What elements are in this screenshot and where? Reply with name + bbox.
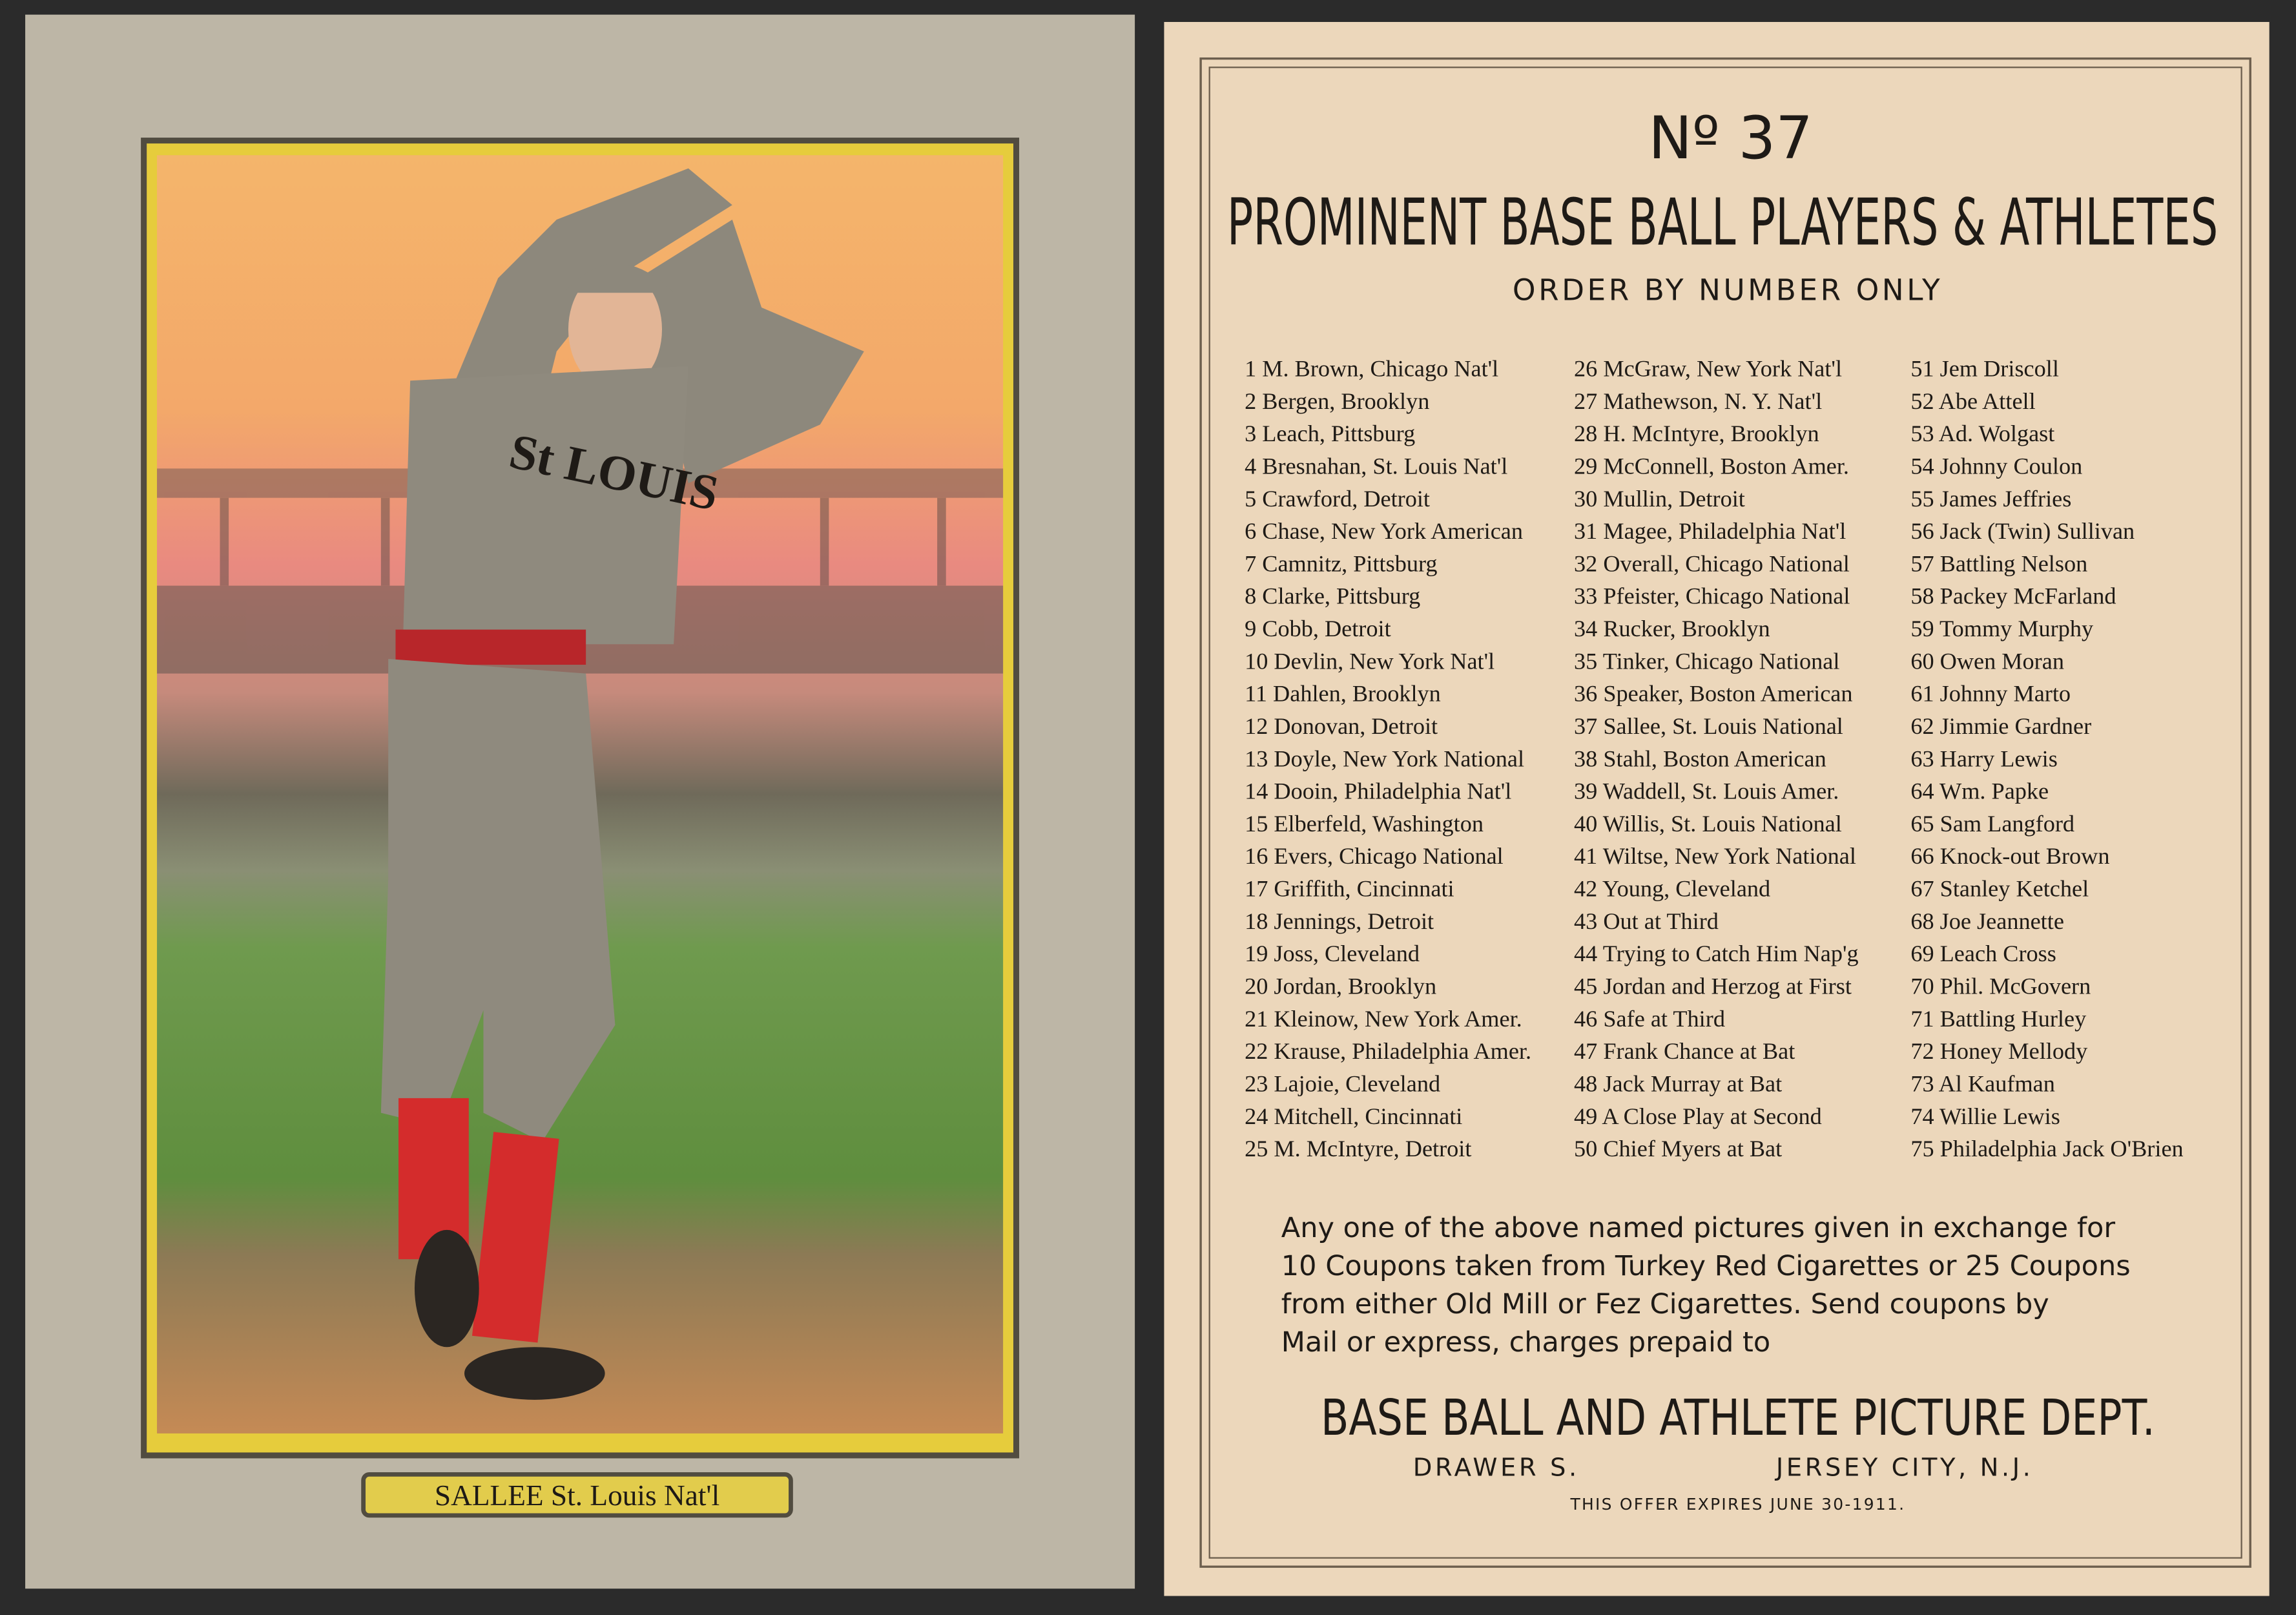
player-entry: 12 Donovan, Detroit [1245, 713, 1438, 739]
expiry: THIS OFFER EXPIRES JUNE 30-1911. [1570, 1495, 1906, 1514]
player-entry: 63 Harry Lewis [1910, 745, 2058, 771]
player-entry: 8 Clarke, Pittsburg [1245, 583, 1420, 609]
player-entry: 48 Jack Murray at Bat [1574, 1070, 1782, 1096]
player-entry: 57 Battling Nelson [1910, 550, 2087, 576]
player-entry: 66 Knock-out Brown [1910, 843, 2109, 869]
player-entry: 46 Safe at Third [1574, 1006, 1725, 1032]
player-entry: 50 Chief Myers at Bat [1574, 1136, 1782, 1162]
player-entry: 36 Speaker, Boston American [1574, 681, 1852, 707]
player-entry: 16 Evers, Chicago National [1245, 843, 1504, 869]
offer-line: Any one of the above named pictures give… [1281, 1212, 2116, 1244]
player-entry: 62 Jimmie Gardner [1910, 713, 2091, 739]
player-entry: 74 Willie Lewis [1910, 1103, 2060, 1129]
player-entry: 9 Cobb, Detroit [1245, 616, 1391, 641]
player-entry: 69 Leach Cross [1910, 941, 2056, 966]
player-figure: St LOUIS [380, 168, 864, 1400]
player-entry: 65 Sam Langford [1910, 811, 2074, 837]
drawer: DRAWER S. [1413, 1454, 1580, 1483]
border-outer [1199, 57, 2251, 1568]
player-entry: 13 Doyle, New York National [1245, 745, 1524, 771]
player-entry: 5 Crawford, Detroit [1245, 486, 1430, 512]
player-entry: 73 Al Kaufman [1910, 1070, 2055, 1096]
dept-name: BASE BALL AND ATHLETE PICTURE DEPT. [1321, 1389, 2155, 1447]
offer-line: 10 Coupons taken from Turkey Red Cigaret… [1281, 1250, 2131, 1282]
player-entry: 19 Joss, Cleveland [1245, 941, 1420, 966]
player-entry: 64 Wm. Papke [1910, 778, 2049, 804]
player-entry: 6 Chase, New York American [1245, 518, 1523, 544]
border-inner [1208, 67, 2242, 1559]
back-title: PROMINENT BASE BALL PLAYERS & ATHLETES [1227, 185, 2218, 260]
back-card [1164, 21, 2270, 1596]
player-entry: 2 Bergen, Brooklyn [1245, 388, 1429, 414]
player-entry: 18 Jennings, Detroit [1245, 908, 1434, 934]
player-entry: 42 Young, Cleveland [1574, 876, 1770, 902]
player-entry: 32 Overall, Chicago National [1574, 550, 1850, 576]
player-entry: 56 Jack (Twin) Sullivan [1910, 518, 2135, 544]
player-entry: 24 Mitchell, Cincinnati [1245, 1103, 1462, 1129]
player-entry: 70 Phil. McGovern [1910, 974, 2091, 999]
player-entry: 43 Out at Third [1574, 908, 1719, 934]
player-entry: 41 Wiltse, New York National [1574, 843, 1856, 869]
player-entry: 27 Mathewson, N. Y. Nat'l [1574, 388, 1822, 414]
player-entry: 22 Krause, Philadelphia Amer. [1245, 1038, 1531, 1064]
player-entry: 30 Mullin, Detroit [1574, 486, 1745, 512]
player-entry: 52 Abe Attell [1910, 388, 2035, 414]
player-entry: 35 Tinker, Chicago National [1574, 648, 1839, 674]
player-entry: 11 Dahlen, Brooklyn [1245, 681, 1441, 707]
player-entry: 15 Elberfeld, Washington [1245, 811, 1484, 837]
player-list: 1 M. Brown, Chicago Nat'l 2 Bergen, Brook… [1245, 356, 2184, 1162]
player-entry: 25 M. McIntyre, Detroit [1245, 1136, 1471, 1162]
player-entry: 20 Jordan, Brooklyn [1245, 974, 1436, 999]
player-entry: 39 Waddell, St. Louis Amer. [1574, 778, 1839, 804]
player-entry: 60 Owen Moran [1910, 648, 2064, 674]
player-entry: 33 Pfeister, Chicago National [1574, 583, 1850, 609]
player-entry: 3 Leach, Pittsburg [1245, 421, 1415, 446]
offer-line: from either Old Mill or Fez Cigarettes. … [1281, 1288, 2049, 1320]
player-entry: 51 Jem Driscoll [1910, 356, 2059, 382]
player-entry: 54 Johnny Coulon [1910, 453, 2082, 479]
player-entry: 23 Lajoie, Cleveland [1245, 1070, 1440, 1096]
player-entry: 21 Kleinow, New York Amer. [1245, 1006, 1522, 1032]
player-entry: 47 Frank Chance at Bat [1574, 1038, 1795, 1064]
player-entry: 1 M. Brown, Chicago Nat'l [1245, 356, 1498, 382]
player-entry: 58 Packey McFarland [1910, 583, 2116, 609]
player-entry: 68 Joe Jeannette [1910, 908, 2064, 934]
player-entry: 34 Rucker, Brooklyn [1574, 616, 1770, 641]
player-entry: 37 Sallee, St. Louis National [1574, 713, 1843, 739]
player-entry: 55 James Jeffries [1910, 486, 2071, 512]
player-entry: 28 H. McIntyre, Brooklyn [1574, 421, 1819, 446]
player-entry: 10 Devlin, New York Nat'l [1245, 648, 1494, 674]
player-entry: 14 Dooin, Philadelphia Nat'l [1245, 778, 1511, 804]
offer-line: Mail or express, charges prepaid to [1281, 1326, 1770, 1359]
player-entry: 44 Trying to Catch Him Nap'g [1574, 941, 1859, 966]
city: JERSEY CITY, N.J. [1775, 1454, 2034, 1483]
player-entry: 4 Bresnahan, St. Louis Nat'l [1245, 453, 1507, 479]
card-number: Nº 37 [1648, 105, 1813, 172]
player-entry: 17 Griffith, Cincinnati [1245, 876, 1454, 902]
player-entry: 49 A Close Play at Second [1574, 1103, 1822, 1129]
player-entry: 38 Stahl, Boston American [1574, 745, 1826, 771]
player-entry: 71 Battling Hurley [1910, 1006, 2086, 1032]
player-entry: 26 McGraw, New York Nat'l [1574, 356, 1842, 382]
front-caption: SALLEE St. Louis Nat'l [435, 1479, 719, 1512]
player-entry: 59 Tommy Murphy [1910, 616, 2093, 641]
player-entry: 72 Honey Mellody [1910, 1038, 2087, 1064]
player-entry: 45 Jordan and Herzog at First [1574, 974, 1852, 999]
offer-text: Any one of the above named pictures give… [1281, 1212, 2131, 1359]
player-entry: 7 Camnitz, Pittsburg [1245, 550, 1437, 576]
player-entry: 53 Ad. Wolgast [1910, 421, 2054, 446]
back-subtitle: ORDER BY NUMBER ONLY [1513, 273, 1943, 307]
player-entry: 61 Johnny Marto [1910, 681, 2071, 707]
player-entry: 75 Philadelphia Jack O'Brien [1910, 1136, 2183, 1162]
caption-plaque [361, 1472, 793, 1518]
player-entry: 29 McConnell, Boston Amer. [1574, 453, 1849, 479]
player-entry: 67 Stanley Ketchel [1910, 876, 2089, 902]
player-entry: 40 Willis, St. Louis National [1574, 811, 1842, 837]
player-entry: 31 Magee, Philadelphia Nat'l [1574, 518, 1846, 544]
